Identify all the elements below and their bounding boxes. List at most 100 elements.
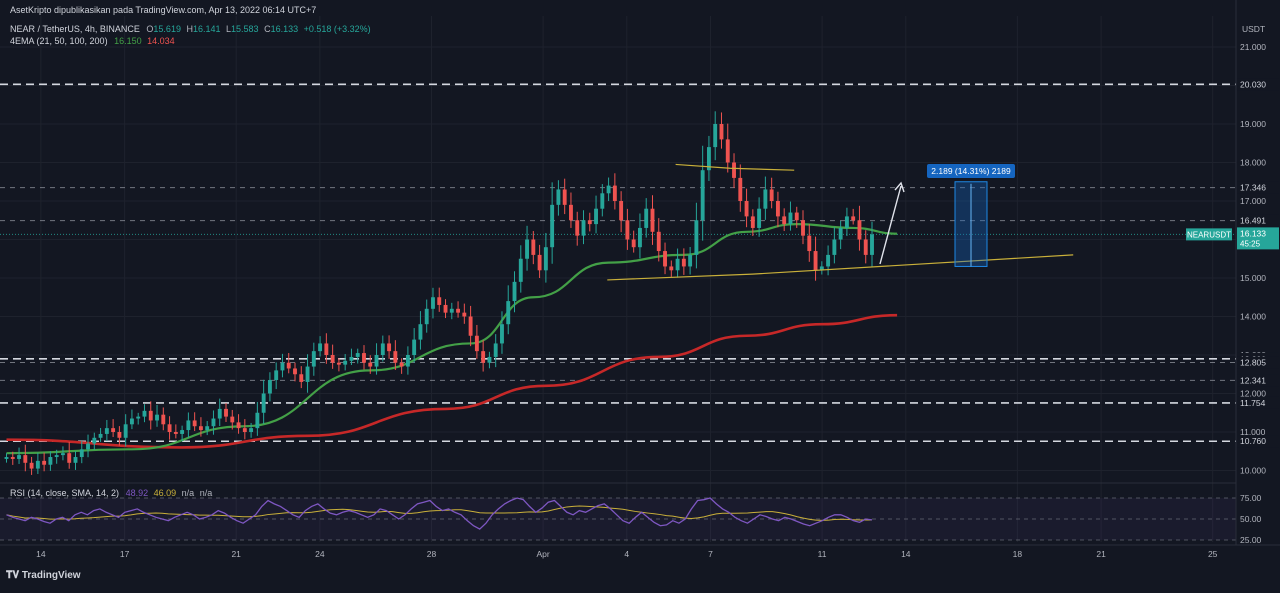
candle-body [267,380,272,394]
candle-body [123,424,128,438]
current-price-label: 16.133 [1240,228,1266,238]
time-tick-label: 21 [231,549,241,559]
candle-body [155,414,159,421]
candle-body [550,204,555,248]
rsi-line [6,497,873,530]
ema-value-green: 16.150 [114,36,142,46]
time-tick-label: 28 [427,549,437,559]
candle-body [518,258,523,282]
candle-body [393,351,398,363]
price-tick-label: 21.000 [1240,42,1266,52]
candle-body [92,437,97,444]
time-tick-label: Apr [536,549,549,559]
candle-body [750,216,755,228]
candle-body [525,239,529,259]
tradingview-logo-icon: 𝐓𝐕 [6,570,20,581]
candle-body [625,220,630,240]
candlesticks [4,111,874,475]
candle-body [399,362,404,367]
drawings[interactable]: 2.189 (14.31%) 2189 [607,163,1074,281]
price-tick-label: 11.000 [1240,427,1266,437]
candle-body [481,351,486,363]
candle-body [769,189,774,201]
candle-body [775,201,780,217]
candle-body [324,343,329,355]
candle-body [575,220,580,236]
candle-body [136,416,141,419]
ohlc-close: 16.133 [270,24,299,34]
candle-body [794,212,799,221]
candle-body [757,208,762,228]
time-tick-label: 11 [818,549,827,559]
time-tick-label: 18 [1013,549,1023,559]
rsi-value: 48.92 [125,488,149,498]
ohlc-open: 15.619 [153,24,181,34]
candle-body [437,297,442,305]
candle-body [148,410,153,421]
candle-body [675,258,680,271]
current-symbol-label: NEARUSDT [1187,230,1231,239]
level-label-box [1237,374,1279,387]
candle-body [487,356,492,363]
candle-body [506,301,511,325]
candle-body [663,251,667,267]
ema-label[interactable]: 4EMA (21, 50, 100, 200) [10,36,108,46]
candle-body [807,235,812,252]
ohlc-high: 16.141 [192,24,221,34]
candle-body [330,355,335,363]
resistance-trendline[interactable] [675,163,795,171]
candle-body [142,410,147,417]
candle-body [719,124,724,140]
candle-body [286,362,291,369]
measure-label: 2.189 (14.31%) 2189 [931,166,1011,176]
ema-21-line [6,222,898,455]
level-label-box [1237,78,1279,91]
symbol-title[interactable]: NEAR / TetherUS, 4h, BINANCE [10,24,140,34]
rsi-tick-label: 25.00 [1240,535,1262,545]
candle-body [374,355,379,367]
candle-body [537,254,542,271]
candle-body [117,432,122,438]
current-price-box [1237,227,1279,250]
candle-body [230,416,235,423]
candle-body [782,216,787,225]
candle-body [368,362,373,367]
candle-body [826,254,831,267]
candle-body [261,393,266,413]
brand-logo[interactable]: 𝐓𝐕 TradingView [6,570,81,581]
candle-body [650,208,655,232]
candle-body [198,426,203,431]
price-tick-label: 18.000 [1240,158,1266,168]
candle-body [543,247,548,271]
candle-body [293,368,297,375]
price-tick-label: 12.000 [1240,389,1266,399]
rsi-label[interactable]: RSI (14, close, SMA, 14, 2) [10,488,120,498]
level-price-label: 16.491 [1240,216,1266,226]
candle-body [669,266,674,271]
candle-body [706,147,711,171]
rsi-ma-value: 46.09 [153,488,177,498]
candle-body [380,343,385,355]
ohlc-low-label: L [226,24,232,34]
candle-body [606,185,611,194]
support-trendline[interactable] [607,254,1074,281]
candle-body [644,208,649,228]
candle-body [556,189,561,205]
forecast-arrow-line[interactable] [879,185,902,265]
forecast-arrow-icon [894,181,905,193]
candle-body [67,453,72,463]
rsi-na-2: n/a [199,488,213,498]
candle-body [236,422,241,429]
candle-body [186,420,191,431]
ema-value-red: 14.034 [147,36,175,46]
axes: 21.00020.00019.00018.00017.00016.00015.0… [0,0,1280,559]
time-tick-label: 14 [36,549,46,559]
measure-label-box [927,164,1015,178]
candle-body [224,408,228,417]
candle-body [111,428,116,432]
candle-body [587,220,592,225]
level-price-label: 11.754 [1240,398,1266,408]
ema-lines [6,222,898,455]
level-price-label: 20.030 [1240,79,1266,89]
